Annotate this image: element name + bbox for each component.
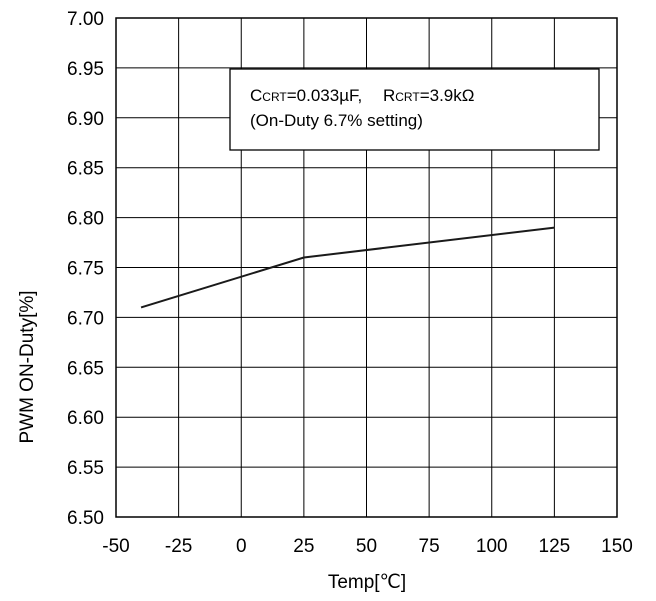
y-tick-label: 6.75 (67, 259, 104, 280)
y-tick-label: 6.55 (67, 458, 104, 479)
y-tick-label: 6.90 (67, 109, 104, 130)
x-tick-label: 75 (419, 536, 440, 557)
annotation-line-1: CCRT=0.033µF, RCRT=3.9kΩ (250, 86, 474, 105)
annotation-line-2: (On-Duty 6.7% setting) (250, 111, 423, 130)
series-line (140, 226, 555, 309)
y-axis-ticks: 6.50 6.55 6.60 6.65 6.70 6.75 6.80 6.85 6.90 6.95… (67, 9, 104, 529)
x-axis-title: Temp[℃] (328, 572, 406, 593)
x-tick-label: 50 (356, 536, 377, 557)
x-tick-label: 25 (293, 536, 314, 557)
x-tick-label: 125 (539, 536, 571, 557)
y-tick-label: 6.80 (67, 209, 104, 230)
x-tick-label: 100 (476, 536, 508, 557)
annotation-box: CCRT=0.033µF, RCRT=3.9kΩ (On-Duty 6.7% s… (229, 68, 600, 151)
y-tick-label: 6.85 (67, 159, 104, 180)
x-axis-ticks: -50 -25 0 25 50 75 100 125 150 (102, 536, 633, 557)
x-tick-label: 0 (236, 536, 247, 557)
x-tick-label: -25 (165, 536, 192, 557)
x-tick-label: 150 (601, 536, 633, 557)
y-tick-label: 6.95 (67, 59, 104, 80)
y-tick-label: 6.65 (67, 358, 104, 379)
y-tick-label: 6.50 (67, 508, 104, 529)
x-tick-label: -50 (102, 536, 129, 557)
y-tick-label: 6.60 (67, 408, 104, 429)
y-tick-label: 6.70 (67, 308, 104, 329)
plot-frame (115, 17, 618, 518)
y-tick-label: 7.00 (67, 9, 104, 30)
y-axis-title: PWM ON-Duty[%] (17, 290, 38, 443)
